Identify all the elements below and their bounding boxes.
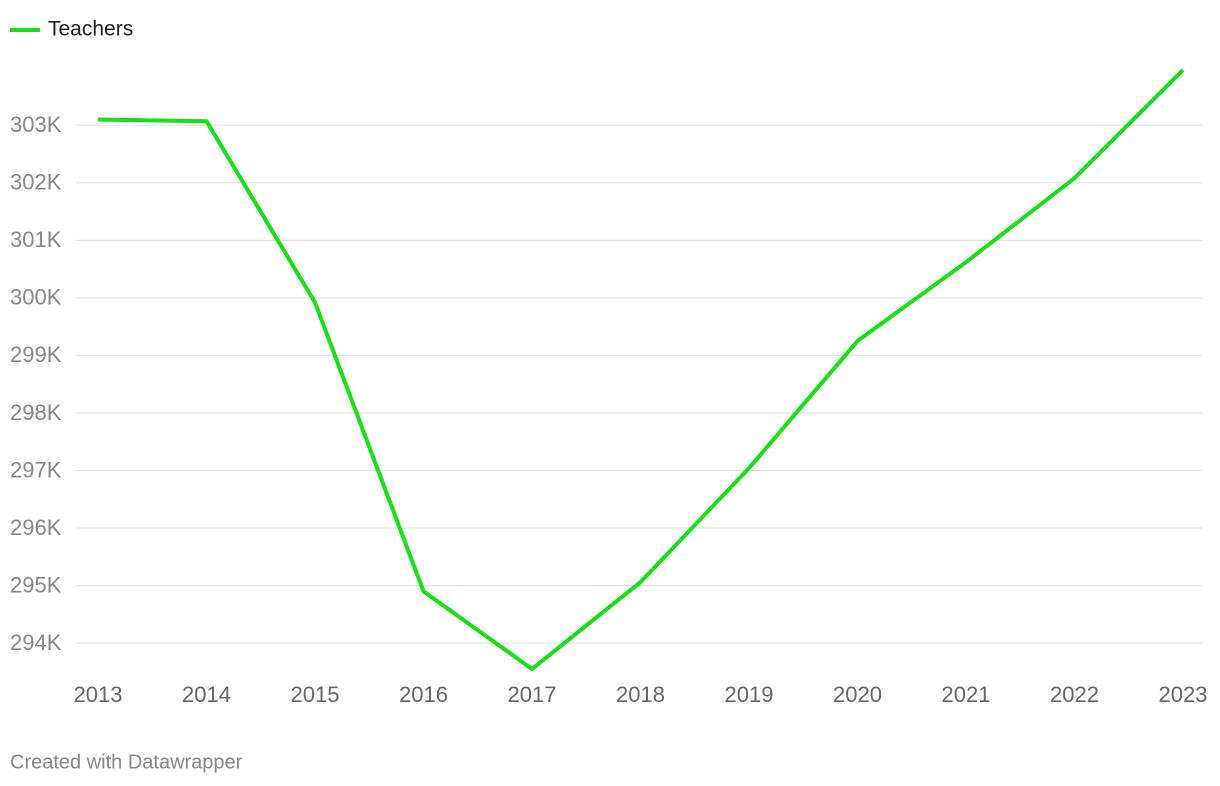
x-tick-label: 2015	[291, 682, 340, 707]
y-tick-label: 295K	[10, 572, 62, 597]
x-tick-label: 2014	[182, 682, 231, 707]
x-tick-label: 2016	[399, 682, 448, 707]
x-tick-label: 2021	[942, 682, 991, 707]
x-tick-label: 2022	[1050, 682, 1099, 707]
y-tick-label: 296K	[10, 515, 62, 540]
x-tick-label: 2017	[508, 682, 557, 707]
line	[97, 68, 1185, 671]
y-tick-label: 299K	[10, 342, 62, 367]
legend-label: Teachers	[48, 18, 133, 41]
y-tick-label: 294K	[10, 630, 62, 655]
x-tick-label: 2019	[725, 682, 774, 707]
y-tick-label: 298K	[10, 400, 62, 425]
y-tick-label: 302K	[10, 170, 62, 195]
x-tick-label: 2018	[616, 682, 665, 707]
y-tick-label: 301K	[10, 227, 62, 252]
footer: Created with Datawrapper	[10, 751, 243, 773]
y-tick-label: 297K	[10, 457, 62, 482]
y-tick-label: 303K	[10, 112, 62, 137]
y-tick-label: 300K	[10, 285, 62, 310]
x-tick-label: 2023	[1159, 682, 1208, 707]
x-tick-label: 2020	[833, 682, 882, 707]
x-tick-label: 2013	[74, 682, 123, 707]
